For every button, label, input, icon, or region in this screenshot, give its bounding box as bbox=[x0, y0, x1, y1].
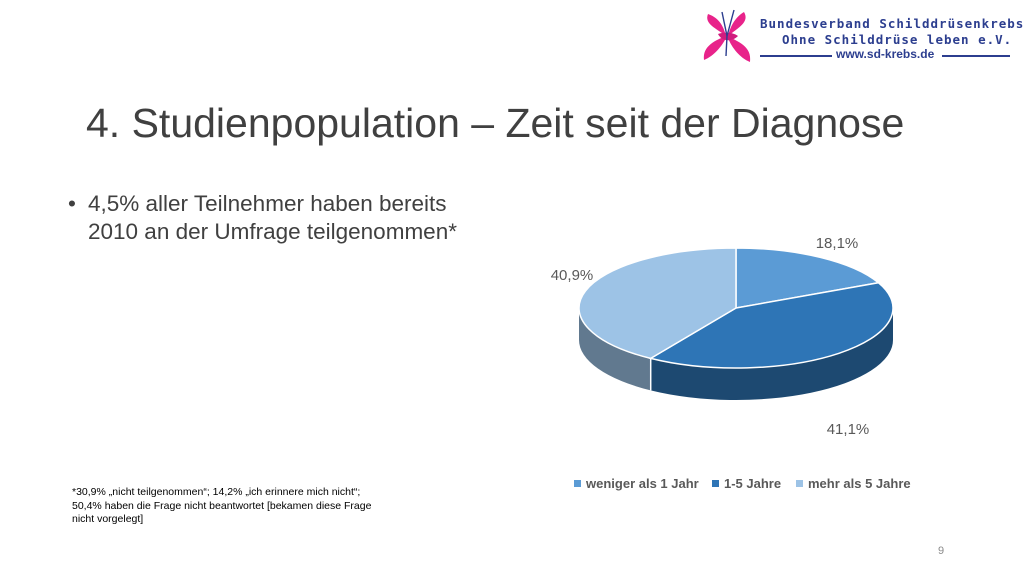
bullet-dot: • bbox=[68, 191, 76, 216]
data-label-0: 18,1% bbox=[816, 235, 859, 252]
pie-slice-1 bbox=[648, 281, 894, 369]
legend: weniger als 1 Jahr 1-5 Jahre mehr als 5 Ja… bbox=[574, 476, 911, 491]
divider-left bbox=[760, 55, 832, 57]
slide-title: 4. Studienpopulation – Zeit seit der Dia… bbox=[86, 100, 905, 146]
butterfly-icon bbox=[703, 9, 751, 62]
website-link[interactable]: www.sd-krebs.de bbox=[836, 47, 935, 61]
pie-top bbox=[578, 247, 894, 369]
org-logo: Bundesverband Schilddrüsenkrebs Ohne Sch… bbox=[698, 6, 1023, 66]
legend-swatch-1 bbox=[712, 480, 719, 487]
legend-swatch-0 bbox=[574, 480, 581, 487]
org-name-line2: Ohne Schilddrüse leben e.V. bbox=[782, 32, 1013, 47]
org-name-line1: Bundesverband Schilddrüsenkrebs bbox=[760, 16, 1024, 31]
footnote: *30,9% „nicht teilgenommen“; 14,2% „ich … bbox=[72, 486, 372, 525]
legend-label-1: 1-5 Jahre bbox=[724, 476, 781, 491]
pie-slice-2 bbox=[578, 247, 737, 360]
legend-swatch-2 bbox=[796, 480, 803, 487]
data-label-2: 40,9% bbox=[551, 267, 594, 284]
data-label-1: 41,1% bbox=[827, 421, 870, 438]
pie-chart: 18,1% 41,1% 40,9% weniger als 1 Jahr 1-5 Ja… bbox=[551, 235, 911, 491]
page-number: 9 bbox=[938, 545, 945, 557]
pie-side-2 bbox=[579, 308, 651, 391]
divider-right bbox=[942, 55, 1010, 57]
pie-slice-0 bbox=[735, 247, 881, 309]
legend-label-2: mehr als 5 Jahre bbox=[808, 476, 911, 491]
pie-labels: 18,1% 41,1% 40,9% bbox=[551, 235, 870, 438]
pie-side-1 bbox=[650, 308, 893, 400]
legend-label-0: weniger als 1 Jahr bbox=[585, 476, 699, 491]
bullet-text: 4,5% aller Teilnehmer haben bereits 2010… bbox=[88, 191, 457, 244]
pie-sides bbox=[579, 308, 893, 400]
website-row: www.sd-krebs.de bbox=[760, 47, 1010, 63]
